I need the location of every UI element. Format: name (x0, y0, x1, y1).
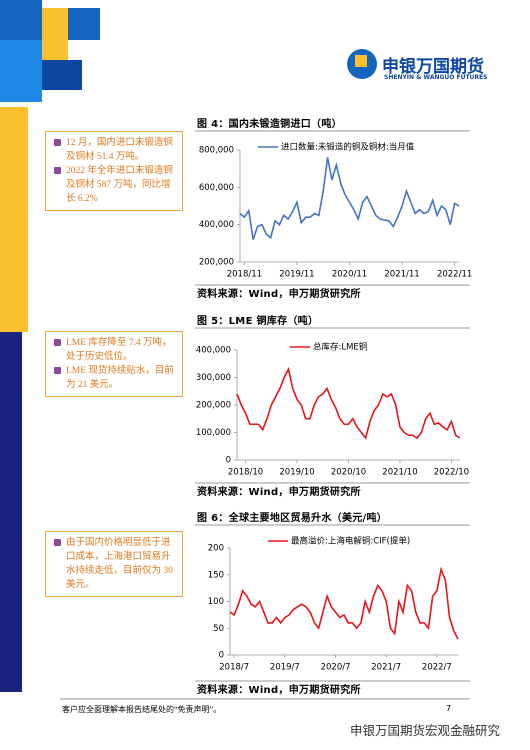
y-tick-label: 600,000 (199, 183, 234, 193)
note-item: 2022 年全年进口未锻造铜及铜材 587 万吨，同比增长 6.2% (52, 164, 176, 206)
chart-title: 图 5：LME 铜库存（吨） (197, 314, 318, 327)
x-tick-label: 2018/11 (227, 270, 262, 280)
y-tick-label: 400,000 (199, 220, 234, 230)
x-tick-label: 2020/11 (332, 270, 367, 280)
y-tick-label: 400,000 (196, 346, 231, 356)
legend-label: 总库存:LME铜 (313, 342, 367, 353)
watermark: 申银万国期货宏观金融研究 (350, 723, 501, 738)
y-tick-label: 300,000 (196, 373, 231, 383)
note-box: LME 库存降至 7.4 万吨，处于历史低位。 LME 现货持续贴水，目前为 2… (45, 331, 183, 397)
note-box: 12 月，国内进口未锻造铜及铜材 51.4 万吨。 2022 年全年进口未锻造铜… (45, 131, 183, 211)
logo-en: SHENYIN & WANGUO FUTURES (384, 74, 488, 81)
series-line (236, 366, 461, 440)
x-tick-label: 2022/7 (422, 663, 452, 673)
x-tick-label: 2021/11 (384, 270, 419, 280)
x-tick-label: 2021/10 (382, 468, 417, 478)
note-item: 由于国内价格明显低于进口成本，上海港口贸易升水持续走低，目前仅为 30 美元。 (52, 536, 176, 592)
y-tick-label: 0 (219, 651, 224, 661)
y-tick-label: 100 (208, 597, 224, 607)
source: 资料来源：Wind，申万期货研究所 (197, 287, 361, 300)
y-tick-label: 200,000 (199, 258, 234, 268)
y-tick-label: 100,000 (196, 428, 231, 438)
logo-cn: 申银万国期货 (382, 57, 484, 77)
x-tick-label: 2019/10 (279, 468, 314, 478)
note-item: LME 库存降至 7.4 万吨，处于历史低位。 (52, 336, 176, 364)
x-tick-label: 2022/11 (437, 270, 472, 280)
legend-label: 进口数量:未锻造的铜及铜材:当月值 (281, 142, 415, 153)
y-tick-label: 200,000 (196, 401, 231, 411)
y-tick-label: 150 (208, 570, 224, 580)
y-tick-label: 800,000 (199, 146, 234, 156)
chart-title: 图 6：全球主要地区贸易升水（美元/吨） (197, 511, 387, 524)
x-tick-label: 2020/10 (331, 468, 366, 478)
page-number: 7 (446, 704, 452, 713)
x-tick-label: 2019/7 (270, 663, 300, 673)
x-tick-label: 2018/10 (228, 468, 263, 478)
x-tick-label: 2021/7 (371, 663, 401, 673)
legend-label: 最高溢价:上海电解铜:CIF(提单) (291, 536, 410, 547)
x-tick-label: 2018/7 (219, 663, 249, 673)
y-tick-label: 50 (213, 624, 224, 634)
x-tick-label: 2019/11 (279, 270, 314, 280)
note-item: LME 现货持续贴水，目前为 21 美元。 (52, 364, 176, 392)
note-item: 12 月，国内进口未锻造铜及铜材 51.4 万吨。 (52, 136, 176, 164)
y-tick-label: 0 (226, 456, 231, 466)
source: 资料来源：Wind，申万期货研究所 (197, 485, 361, 498)
source: 资料来源：Wind，申万期货研究所 (197, 683, 361, 696)
chart-title: 图 4：国内未锻造铜进口（吨） (197, 117, 342, 130)
series-line (229, 566, 459, 640)
disclaimer: 客户应全面理解本报告结尾处的“免责声明”。 (62, 705, 222, 714)
x-tick-label: 2020/7 (321, 663, 351, 673)
y-tick-label: 200 (208, 544, 224, 554)
x-tick-label: 2022/10 (434, 468, 469, 478)
note-box: 由于国内价格明显低于进口成本，上海港口贸易升水持续走低，目前仅为 30 美元。 (45, 531, 183, 597)
series-line (239, 157, 460, 240)
